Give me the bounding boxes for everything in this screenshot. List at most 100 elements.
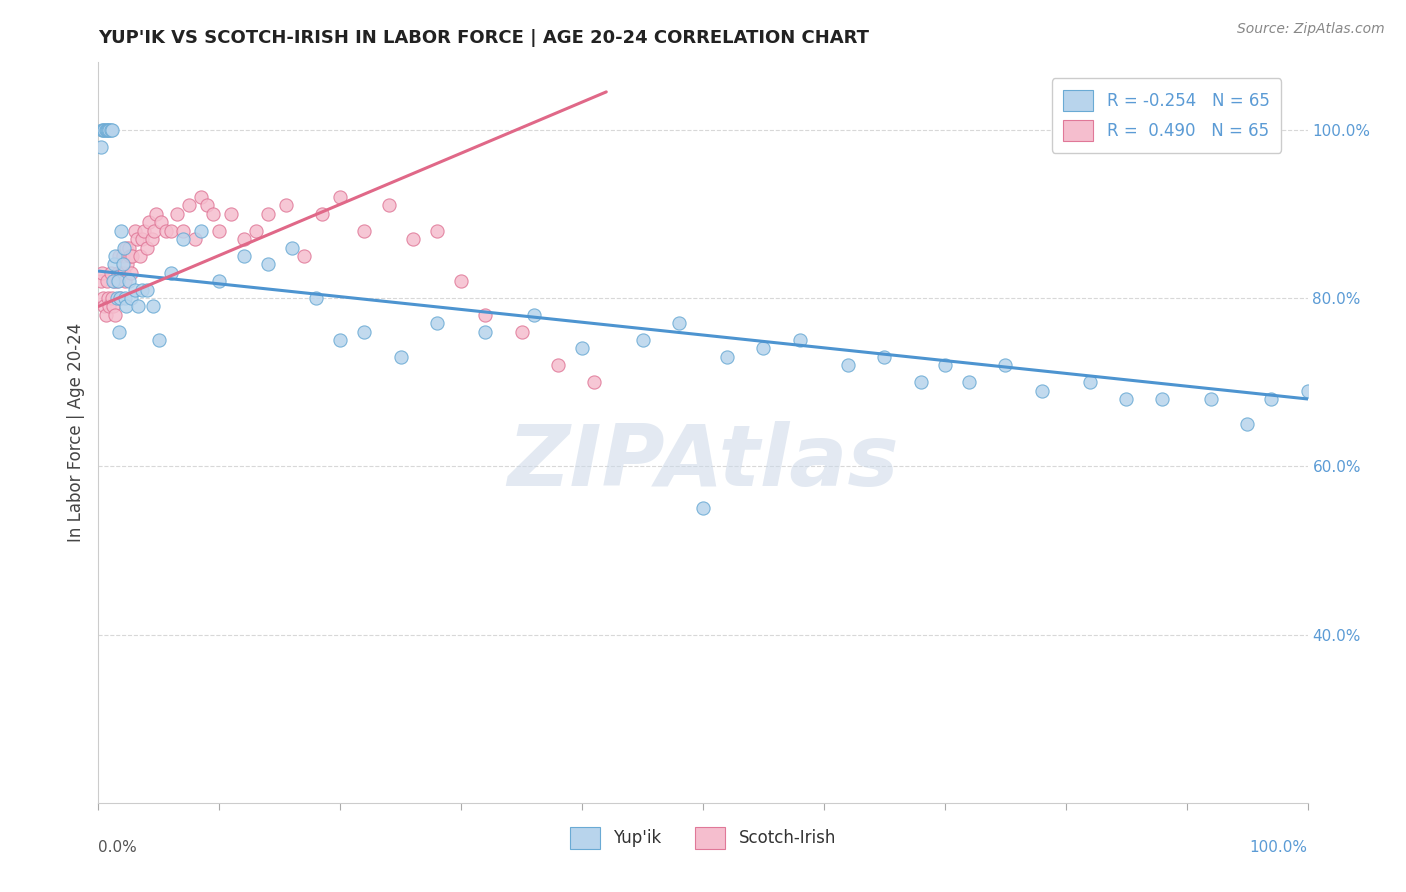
Point <box>94 308 117 322</box>
Point <box>98 300 121 314</box>
Point <box>143 224 166 238</box>
Point <box>172 232 194 246</box>
Point <box>117 257 139 271</box>
Point <box>994 359 1017 373</box>
Point <box>142 300 165 314</box>
Point <box>716 350 738 364</box>
Point <box>1260 392 1282 406</box>
Point <box>329 190 352 204</box>
Point <box>112 240 135 255</box>
Point <box>148 333 170 347</box>
Point <box>112 266 135 280</box>
Point <box>1078 375 1101 389</box>
Point <box>172 224 194 238</box>
Point <box>101 300 124 314</box>
Point <box>107 274 129 288</box>
Point <box>121 249 143 263</box>
Point <box>114 291 136 305</box>
Point <box>510 325 533 339</box>
Point <box>245 224 267 238</box>
Point <box>583 375 606 389</box>
Point <box>131 232 153 246</box>
Point <box>114 274 136 288</box>
Point <box>108 291 131 305</box>
Point <box>115 240 138 255</box>
Point <box>426 224 449 238</box>
Point <box>90 139 112 153</box>
Point <box>104 249 127 263</box>
Point <box>145 207 167 221</box>
Point <box>474 325 496 339</box>
Text: 100.0%: 100.0% <box>1250 840 1308 855</box>
Point <box>202 207 225 221</box>
Point <box>118 249 141 263</box>
Point <box>837 359 859 373</box>
Point <box>124 224 146 238</box>
Point <box>190 190 212 204</box>
Point <box>150 215 173 229</box>
Point <box>232 232 254 246</box>
Point <box>402 232 425 246</box>
Point <box>1031 384 1053 398</box>
Point <box>1296 384 1319 398</box>
Point <box>100 122 122 136</box>
Point <box>131 283 153 297</box>
Point <box>752 342 775 356</box>
Point <box>91 122 114 136</box>
Point <box>115 300 138 314</box>
Point <box>120 266 142 280</box>
Point <box>108 325 131 339</box>
Point <box>166 207 188 221</box>
Point <box>100 266 122 280</box>
Point <box>274 198 297 212</box>
Point <box>523 308 546 322</box>
Point <box>256 257 278 271</box>
Point <box>134 224 156 238</box>
Point <box>668 316 690 330</box>
Point <box>127 300 149 314</box>
Point <box>208 274 231 288</box>
Point <box>631 333 654 347</box>
Point <box>184 232 207 246</box>
Point <box>124 283 146 297</box>
Point <box>100 291 122 305</box>
Point <box>101 274 124 288</box>
Point <box>108 249 131 263</box>
Point <box>97 122 120 136</box>
Point <box>571 342 593 356</box>
Point <box>103 257 125 271</box>
Text: Source: ZipAtlas.com: Source: ZipAtlas.com <box>1237 22 1385 37</box>
Point <box>281 240 304 255</box>
Point <box>1152 392 1174 406</box>
Point <box>127 232 149 246</box>
Legend: Yup'ik, Scotch-Irish: Yup'ik, Scotch-Irish <box>564 821 842 855</box>
Point <box>474 308 496 322</box>
Point <box>108 291 131 305</box>
Point <box>141 232 163 246</box>
Point <box>96 122 118 136</box>
Text: YUP'IK VS SCOTCH-IRISH IN LABOR FORCE | AGE 20-24 CORRELATION CHART: YUP'IK VS SCOTCH-IRISH IN LABOR FORCE | … <box>98 29 869 47</box>
Point <box>305 291 328 305</box>
Point <box>389 350 412 364</box>
Point <box>93 300 115 314</box>
Point <box>118 274 141 288</box>
Point <box>118 240 141 255</box>
Point <box>329 333 352 347</box>
Point <box>195 198 218 212</box>
Point <box>692 501 714 516</box>
Point <box>1199 392 1222 406</box>
Point <box>103 274 125 288</box>
Point <box>104 308 127 322</box>
Point <box>179 198 201 212</box>
Point <box>91 291 114 305</box>
Point <box>91 122 114 136</box>
Point <box>105 291 128 305</box>
Point <box>232 249 254 263</box>
Point <box>135 240 157 255</box>
Point <box>96 274 118 288</box>
Point <box>128 249 150 263</box>
Y-axis label: In Labor Force | Age 20-24: In Labor Force | Age 20-24 <box>66 323 84 542</box>
Point <box>221 207 243 221</box>
Point <box>208 224 231 238</box>
Point <box>789 333 811 347</box>
